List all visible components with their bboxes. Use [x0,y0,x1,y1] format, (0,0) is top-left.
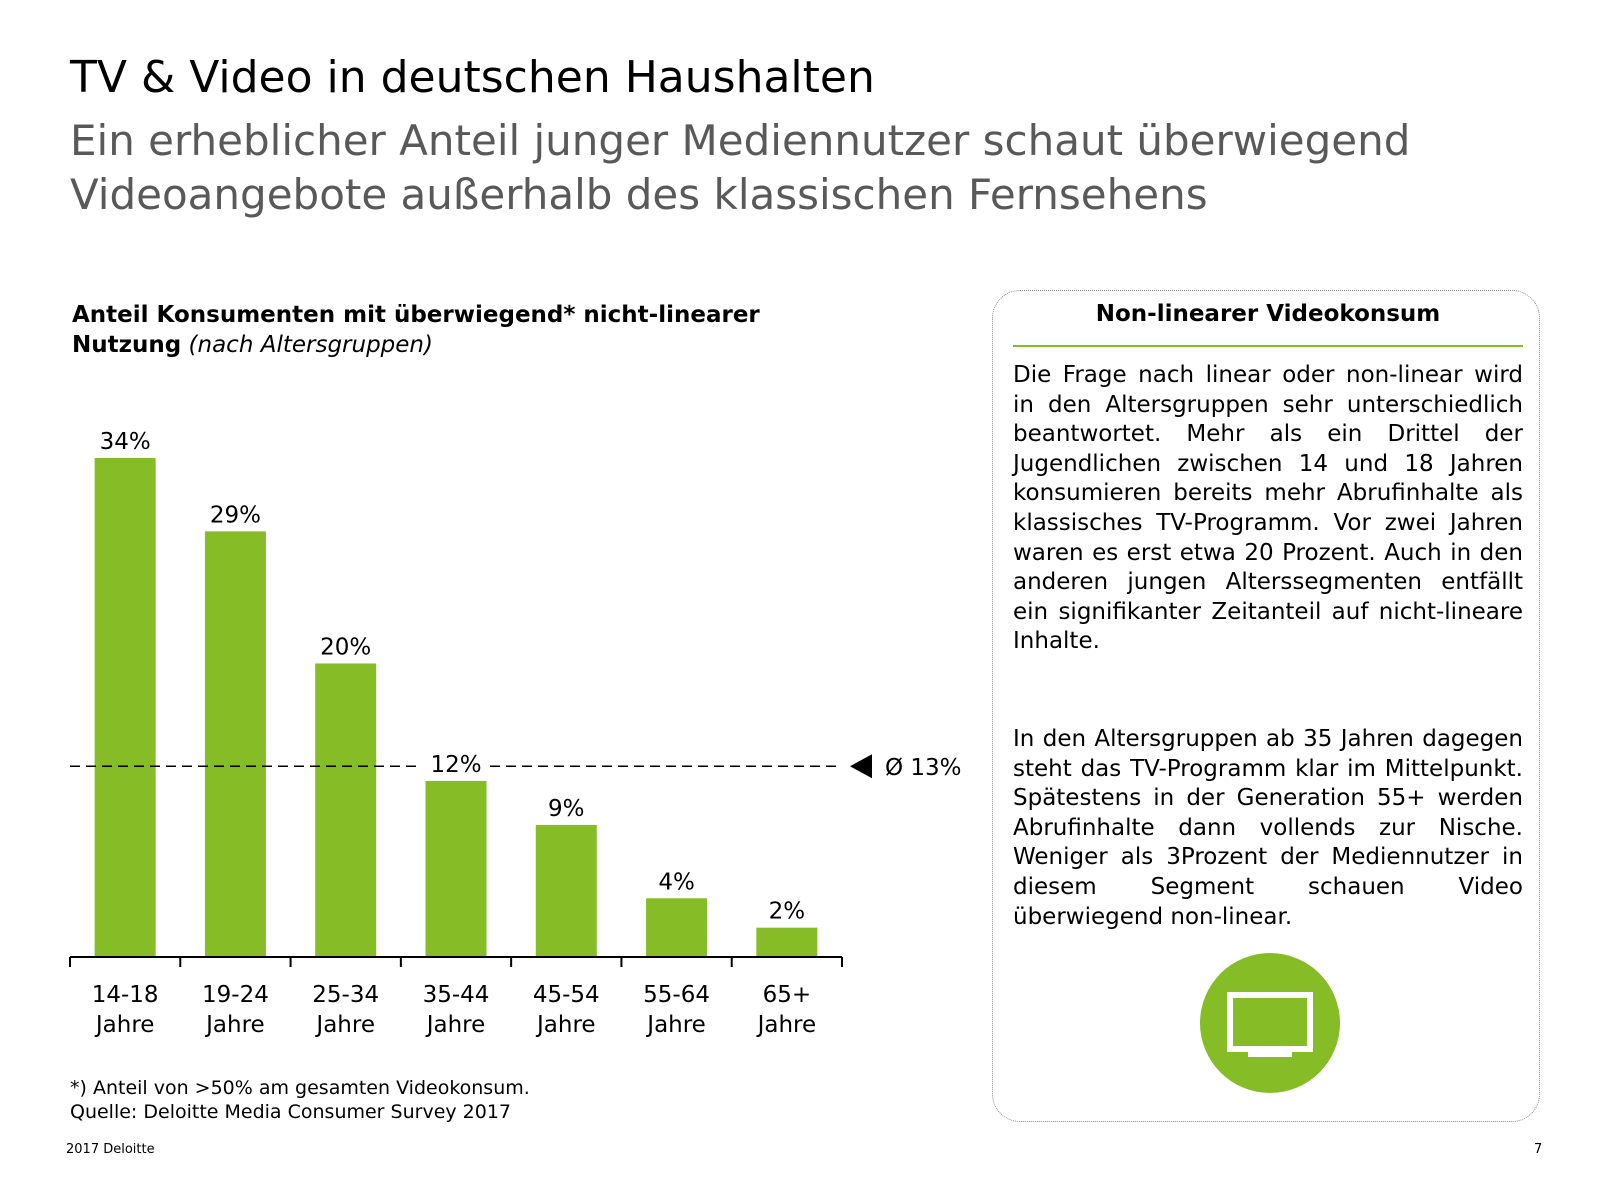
x-tick-label-0-1: Jahre [94,1012,155,1038]
x-tick-label-3-0: 35-44 [423,982,490,1008]
x-tick-label-3-1: Jahre [425,1012,486,1038]
page-subtitle: Ein erheblicher Anteil junger Mediennutz… [70,116,1411,219]
x-tick-label-6-0: 65+ [763,982,812,1008]
info-panel: Non-linearer Videokonsum Die Frage nach … [992,290,1540,1122]
x-tick-label-4-0: 45-54 [533,982,600,1008]
bar-3 [425,780,487,957]
x-tick-label-2-0: 25-34 [312,982,379,1008]
bar-1 [204,531,266,957]
bar-6 [756,927,818,957]
bar-value-label-4: 9% [548,796,585,822]
chart-title-note: (nach Altersgruppen) [188,332,433,358]
x-tick-label-5-0: 55-64 [643,982,710,1008]
bar-2 [315,663,377,957]
average-marker [850,754,872,779]
bar-chart: 34% 14-18 Jahre 29% 19-24 Jahre 20% 25-34 Jahre 1… [69,429,962,1038]
page-title: TV & Video in deutschen Haushalten [70,52,875,103]
bar-0 [94,458,156,957]
page-number: 7 [1534,1142,1543,1157]
x-tick-label-5-1: Jahre [645,1012,706,1038]
average-label: Ø 13% [885,755,962,781]
panel-paragraph-2: In den Altersgruppen ab 35 Jahren dagege… [1013,726,1523,930]
footnote-definition: *) Anteil von >50% am gesamten Videokons… [70,1077,530,1099]
x-tick-label-4-1: Jahre [535,1012,596,1038]
panel-paragraph-1: Die Frage nach linear oder non-linear wi… [1013,362,1523,655]
bar-value-label-3: 12% [430,752,481,778]
x-tick-label-1-0: 19-24 [202,982,269,1008]
panel-divider [1013,345,1523,347]
footnote-source: Quelle: Deloitte Media Consumer Survey 2… [70,1101,512,1123]
bar-value-label-6: 2% [769,899,806,925]
x-tick-label-0-0: 14-18 [92,982,159,1008]
chart-title-main: Anteil Konsumenten mit überwiegend* nich… [72,302,760,358]
bar-value-label-1: 29% [210,502,261,528]
bar-4 [535,824,597,957]
bar-value-label-5: 4% [658,869,695,895]
bar-value-label-2: 20% [320,634,371,660]
x-tick-label-2-1: Jahre [314,1012,375,1038]
bar-value-label-0: 34% [100,429,151,455]
footnote: *) Anteil von >50% am gesamten Videokons… [70,1076,530,1124]
x-tick-label-1-1: Jahre [204,1012,265,1038]
footer-copyright: 2017 Deloitte [66,1142,155,1157]
bar-5 [646,898,708,957]
tv-icon [1200,953,1340,1093]
chart-title: Anteil Konsumenten mit überwiegend* nich… [72,300,852,360]
panel-title: Non-linearer Videokonsum [1095,301,1441,327]
x-tick-label-6-1: Jahre [756,1012,817,1038]
